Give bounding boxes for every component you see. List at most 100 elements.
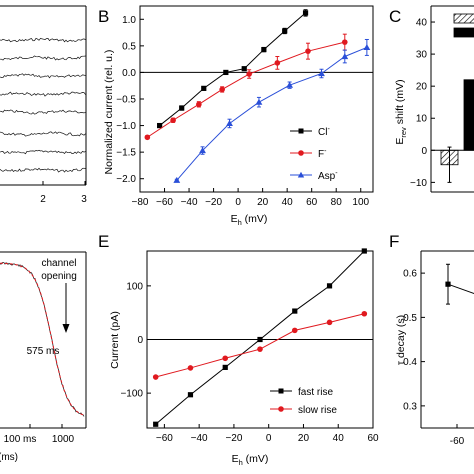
data-point <box>226 120 233 127</box>
data-point <box>274 60 281 66</box>
data-point <box>241 66 247 72</box>
panel-e: E Current (pA) Eh (mV) fast rise slow ri… <box>98 232 379 467</box>
current-trace <box>0 261 85 417</box>
x-tick-label: −80 <box>132 197 149 208</box>
legend-entry-fast-rise: fast rise <box>270 387 333 398</box>
panel-b: B Normalized current (rel. u.) Eh (mV) C… <box>98 5 374 227</box>
y-tick-label: 1.0 <box>122 15 136 26</box>
panel-d-xtick-label: 100 ms <box>4 434 37 445</box>
triangle-marker-icon <box>297 171 305 178</box>
data-point <box>152 374 159 380</box>
legend-entry-f: F- <box>290 148 327 160</box>
panel-d: channel opening 575 ms 100 ms 1000 (ms) <box>0 251 87 463</box>
panel-b-letter: B <box>98 7 109 26</box>
panel-d-annotation: channel <box>41 258 76 269</box>
data-point <box>222 355 229 362</box>
panel-f-plot: 0.6 0.5 0.4 0.3 <box>403 250 474 429</box>
x-tick-label: 40 <box>282 197 294 208</box>
y-tick-label: −10 <box>410 178 427 189</box>
data-point <box>291 327 298 334</box>
panel-d-xtick-label: 1000 <box>52 434 75 445</box>
y-tick-label: −1.0 <box>116 121 136 132</box>
data-point <box>199 147 206 154</box>
x-tick-label: −40 <box>181 197 198 208</box>
y-tick-label: 40 <box>416 18 428 29</box>
panel-a-traces <box>0 37 86 173</box>
panel-c-letter: C <box>389 7 401 26</box>
panel-c-plot: 40 30 20 10 0 −10 <box>410 5 474 193</box>
y-tick-label: −100 <box>120 389 143 400</box>
data-point <box>196 101 202 108</box>
y-tick-label: −1.5 <box>116 148 136 159</box>
panel-f-xtick-label: -60 <box>450 436 465 447</box>
y-tick-label: 0.3 <box>403 401 417 412</box>
panel-e-xlabel: Eh (mV) <box>232 453 269 467</box>
legend-entry-cl: Cl- <box>290 126 330 138</box>
panel-c-ylabel: Erev shift (mV) <box>394 79 408 144</box>
data-point <box>318 70 325 77</box>
panel-a: 2 3 <box>0 5 87 205</box>
panel-e-legend: fast rise slow rise <box>270 387 337 416</box>
data-point <box>363 44 371 51</box>
x-tick-label: 80 <box>331 197 343 208</box>
panel-d-time-label: 575 ms <box>27 346 60 357</box>
current-trace <box>0 73 86 79</box>
panel-e-ylabel: Current (pA) <box>109 311 121 369</box>
x-tick-label: −40 <box>191 433 208 444</box>
data-point <box>341 53 349 60</box>
data-point <box>326 283 333 289</box>
x-tick-label: 0 <box>235 197 241 208</box>
panel-f: F τ decay (s) 0.6 0.5 0.4 0.3 -60 <box>389 232 474 447</box>
data-point <box>255 98 263 105</box>
data-point <box>187 365 194 371</box>
x-tick-label: 60 <box>306 197 318 208</box>
data-point <box>170 117 176 124</box>
current-trace <box>0 131 86 137</box>
data-point <box>286 81 294 88</box>
panel-f-letter: F <box>389 232 399 251</box>
x-tick-label: −60 <box>156 197 173 208</box>
y-tick-label: 0.5 <box>403 313 417 324</box>
current-trace <box>0 91 86 97</box>
panel-d-xunit: (ms) <box>0 452 18 463</box>
x-tick-label: 20 <box>298 433 310 444</box>
data-point <box>201 85 207 91</box>
data-point <box>261 46 267 53</box>
data-point <box>144 134 151 141</box>
x-tick-label: −20 <box>225 433 242 444</box>
y-tick-label: 0.4 <box>403 357 417 368</box>
data-point <box>292 308 298 314</box>
circle-marker-icon <box>298 150 304 156</box>
data-point <box>157 122 163 129</box>
panel-b-plot: −80 −60 −40 −20 0 20 40 60 80 100 1.0 0.5 0.0 −0.5 −1.… <box>116 5 374 208</box>
panel-a-xtick-label: 2 <box>40 194 46 205</box>
square-marker-icon <box>298 128 304 134</box>
panel-b-xlabel: Eh (mV) <box>231 213 268 227</box>
y-tick-label: −0.5 <box>116 95 136 106</box>
data-point <box>153 421 159 427</box>
data-point <box>361 248 367 254</box>
fit-curve <box>0 262 85 416</box>
down-arrow-icon <box>62 324 70 333</box>
y-tick-label: 20 <box>416 82 428 93</box>
current-trace <box>0 109 86 115</box>
panel-e-plot: −60 −40 −20 0 20 40 60 100 0 −100 <box>120 248 379 444</box>
data-point <box>173 176 181 183</box>
panel-c: C Erev shift (mV) 40 30 20 10 0 −10 <box>389 5 474 193</box>
current-trace <box>0 37 86 43</box>
panel-c-legend <box>453 13 474 38</box>
legend-label-cl: Cl- <box>318 126 330 138</box>
y-tick-label: 0 <box>137 335 143 346</box>
data-point <box>341 39 348 45</box>
current-trace <box>0 149 86 155</box>
y-tick-label: 100 <box>126 281 143 292</box>
data-point <box>179 105 185 111</box>
y-tick-label: 0.5 <box>122 41 136 52</box>
legend-label-asp: Asp- <box>318 170 338 182</box>
data-point <box>326 319 333 326</box>
y-tick-label: −2.0 <box>116 174 136 185</box>
plot-frame <box>139 5 374 193</box>
data-point <box>445 281 451 287</box>
data-point <box>187 392 194 398</box>
